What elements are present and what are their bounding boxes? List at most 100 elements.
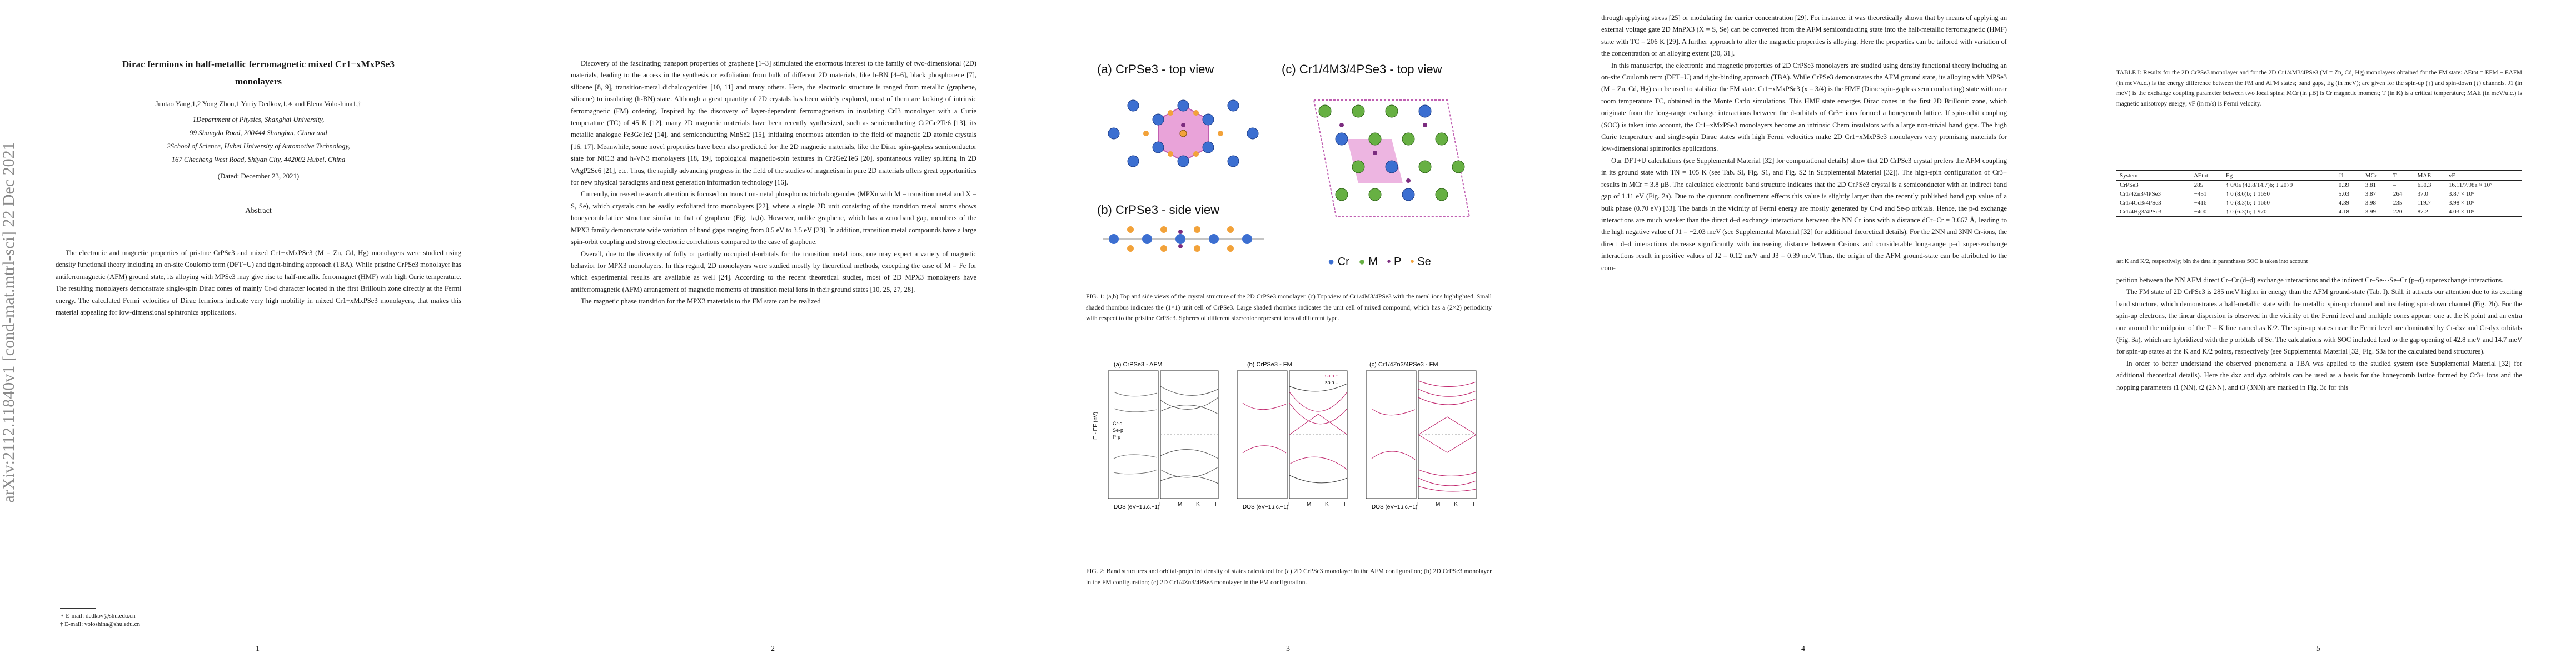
fig2-y-label: E - EF (eV) <box>1093 412 1099 440</box>
paragraph: petition between the NN AFM direct Cr–Cr… <box>2116 276 2504 284</box>
bands-axes <box>1418 370 1477 499</box>
se-atom <box>1160 226 1167 233</box>
table-cell: ↑ 0 (8.6)b; ↓ 1650 <box>2225 191 2270 197</box>
footnote-rule <box>60 608 96 609</box>
fig2-x-label: DOS (eV−1u.c.−1) <box>1114 504 1159 510</box>
affiliation-1a: 1Department of Physics, Shanghai Univers… <box>192 116 325 123</box>
pdos-label: Cr-d <box>1113 421 1123 426</box>
table-cell: 3.98 × 10⁵ <box>2448 200 2474 206</box>
page-3: (a) CrPSe3 - top view (b) CrPSe3 - side … <box>1030 0 1546 667</box>
fig2-x-label: DOS (eV−1u.c.−1) <box>1372 504 1417 510</box>
cr-legend-icon: ● <box>1328 256 1335 268</box>
paragraph: Discovery of the fascinating transport p… <box>571 59 976 187</box>
cr-atom <box>1385 160 1398 173</box>
table-row: Cr1/4Zn3/4PSe3 −451 ↑ 0 (8.6)b; ↓ 1650 5… <box>2116 190 2522 198</box>
se-atom <box>1179 130 1187 137</box>
fig2-band-structures: (a) CrPSe3 - AFM Cr-d Se-p P-p (b) CrPSe… <box>1093 361 1477 510</box>
cr-atom <box>1402 188 1415 201</box>
table-cell: ↑ 0/0a (42.8/14.7)b; ↓ 2079 <box>2225 182 2293 188</box>
cr-atom <box>1177 155 1189 167</box>
table-cell: Cr1/4Cd3/4PSe3 <box>2120 200 2161 206</box>
table-cell: – <box>2393 182 2396 188</box>
abstract-heading: Abstract <box>245 207 272 215</box>
se-atom <box>1143 131 1149 136</box>
table-cell: 119.7 <box>2417 200 2431 206</box>
pdos-curve <box>1371 408 1416 460</box>
title-line-2: monolayers <box>235 76 282 87</box>
p-atom <box>1373 151 1377 155</box>
legend-label-p: P <box>1394 256 1401 268</box>
footnote-email-1[interactable]: ∗ E-mail: dedkov@shu.edu.cn <box>60 613 136 619</box>
se-atom <box>1227 245 1234 252</box>
table-cell: 0.39 <box>2338 182 2350 188</box>
table-row: Cr1/4Hg3/4PSe3 −400 ↑ 0 (6.3)b; ↓ 970 4.… <box>2116 207 2522 217</box>
table-caption: TABLE I: Results for the 2D CrPSe3 monol… <box>2116 69 2522 107</box>
kpoint-label: Γ <box>1417 501 1421 507</box>
m-atom <box>1335 188 1348 201</box>
dos-axes <box>1366 370 1417 499</box>
dos-axes <box>1108 370 1159 499</box>
band-lines <box>1289 383 1348 484</box>
table-cell: 3.99 <box>2365 208 2376 215</box>
table-cell: 4.39 <box>2338 200 2350 206</box>
cr-atom <box>1152 141 1164 153</box>
m-atom <box>1402 132 1415 146</box>
table-cell: 264 <box>2393 191 2403 197</box>
abstract-text: The electronic and magnetic properties o… <box>56 249 461 317</box>
atom-lattice <box>1318 104 1465 201</box>
table-header-cell: MCr <box>2365 172 2377 179</box>
table-cell: CrPSe3 <box>2120 182 2139 188</box>
cr-atom <box>1152 113 1164 126</box>
cr-atom <box>1142 234 1152 244</box>
fig2-panel-a-title: (a) CrPSe3 - AFM <box>1114 361 1162 368</box>
table-cell: 220 <box>2393 208 2403 215</box>
affiliation-2b: 167 Checheng West Road, Shiyan City, 442… <box>171 156 346 163</box>
m-atom <box>1435 132 1448 146</box>
se-legend-icon: • <box>1410 256 1414 268</box>
p-atom <box>1339 123 1344 127</box>
cr-atom <box>1127 99 1139 112</box>
table-cell: 3.87 <box>2365 191 2376 197</box>
page-number: 2 <box>771 645 775 653</box>
spin-down-legend: spin ↓ <box>1325 380 1338 385</box>
kpoint-label: M <box>1178 501 1182 507</box>
fig2-x-label: DOS (eV−1u.c.−1) <box>1243 504 1288 510</box>
cr-honeycomb <box>1108 99 1259 167</box>
footnote-email-2[interactable]: † E-mail: voloshina@shu.edu.cn <box>60 621 140 628</box>
kpoint-label: M <box>1307 501 1311 507</box>
cr-atom <box>1175 234 1185 244</box>
page-number: 4 <box>1801 645 1805 653</box>
cr-atom <box>1247 127 1259 140</box>
pdos-label: Se-p <box>1113 427 1123 433</box>
cr-atom <box>1227 99 1239 112</box>
m-legend-icon: ● <box>1358 256 1366 268</box>
fig1-caption: FIG. 1: (a,b) Top and side views of the … <box>1086 293 1492 322</box>
cr-atom <box>1177 99 1189 112</box>
paragraph: In order to better understand the observ… <box>2116 359 2522 391</box>
table-cell: ↑ 0 (6.3)b; ↓ 970 <box>2225 208 2267 215</box>
dos-axes <box>1237 370 1288 499</box>
se-atom <box>1227 226 1234 233</box>
fig2-caption: FIG. 2: Band structures and orbital-proj… <box>1086 568 1492 586</box>
pdos-curve <box>1113 391 1158 475</box>
m-atom <box>1418 160 1432 173</box>
p-atom <box>1178 230 1183 234</box>
se-atom <box>1127 226 1134 233</box>
table-cell: 87.2 <box>2417 208 2428 215</box>
table-header-cell: MAE <box>2417 172 2431 179</box>
kpoint-label: Γ <box>1344 501 1347 507</box>
table-cell: 3.87 × 10⁵ <box>2448 191 2474 197</box>
table-row: CrPSe3 285 ↑ 0/0a (42.8/14.7)b; ↓ 2079 0… <box>2116 181 2522 190</box>
date-line: (Dated: December 23, 2021) <box>217 172 300 180</box>
se-atom <box>1160 245 1167 252</box>
page-number: 1 <box>256 645 260 653</box>
page-5-body: petition between the NN AFM direct Cr–Cr… <box>2116 275 2522 394</box>
m-atom <box>1352 160 1365 173</box>
legend-label-cr: Cr <box>1337 256 1349 268</box>
band-lines <box>1289 391 1348 470</box>
kpoint-label: Γ <box>1215 501 1218 507</box>
m-atom <box>1452 160 1465 173</box>
arxiv-identifier[interactable]: arXiv:2112.11840v1 [cond-mat.mtrl-sci] 2… <box>0 142 18 503</box>
fig1-side-view <box>1103 226 1264 252</box>
p-atom <box>1181 123 1185 127</box>
